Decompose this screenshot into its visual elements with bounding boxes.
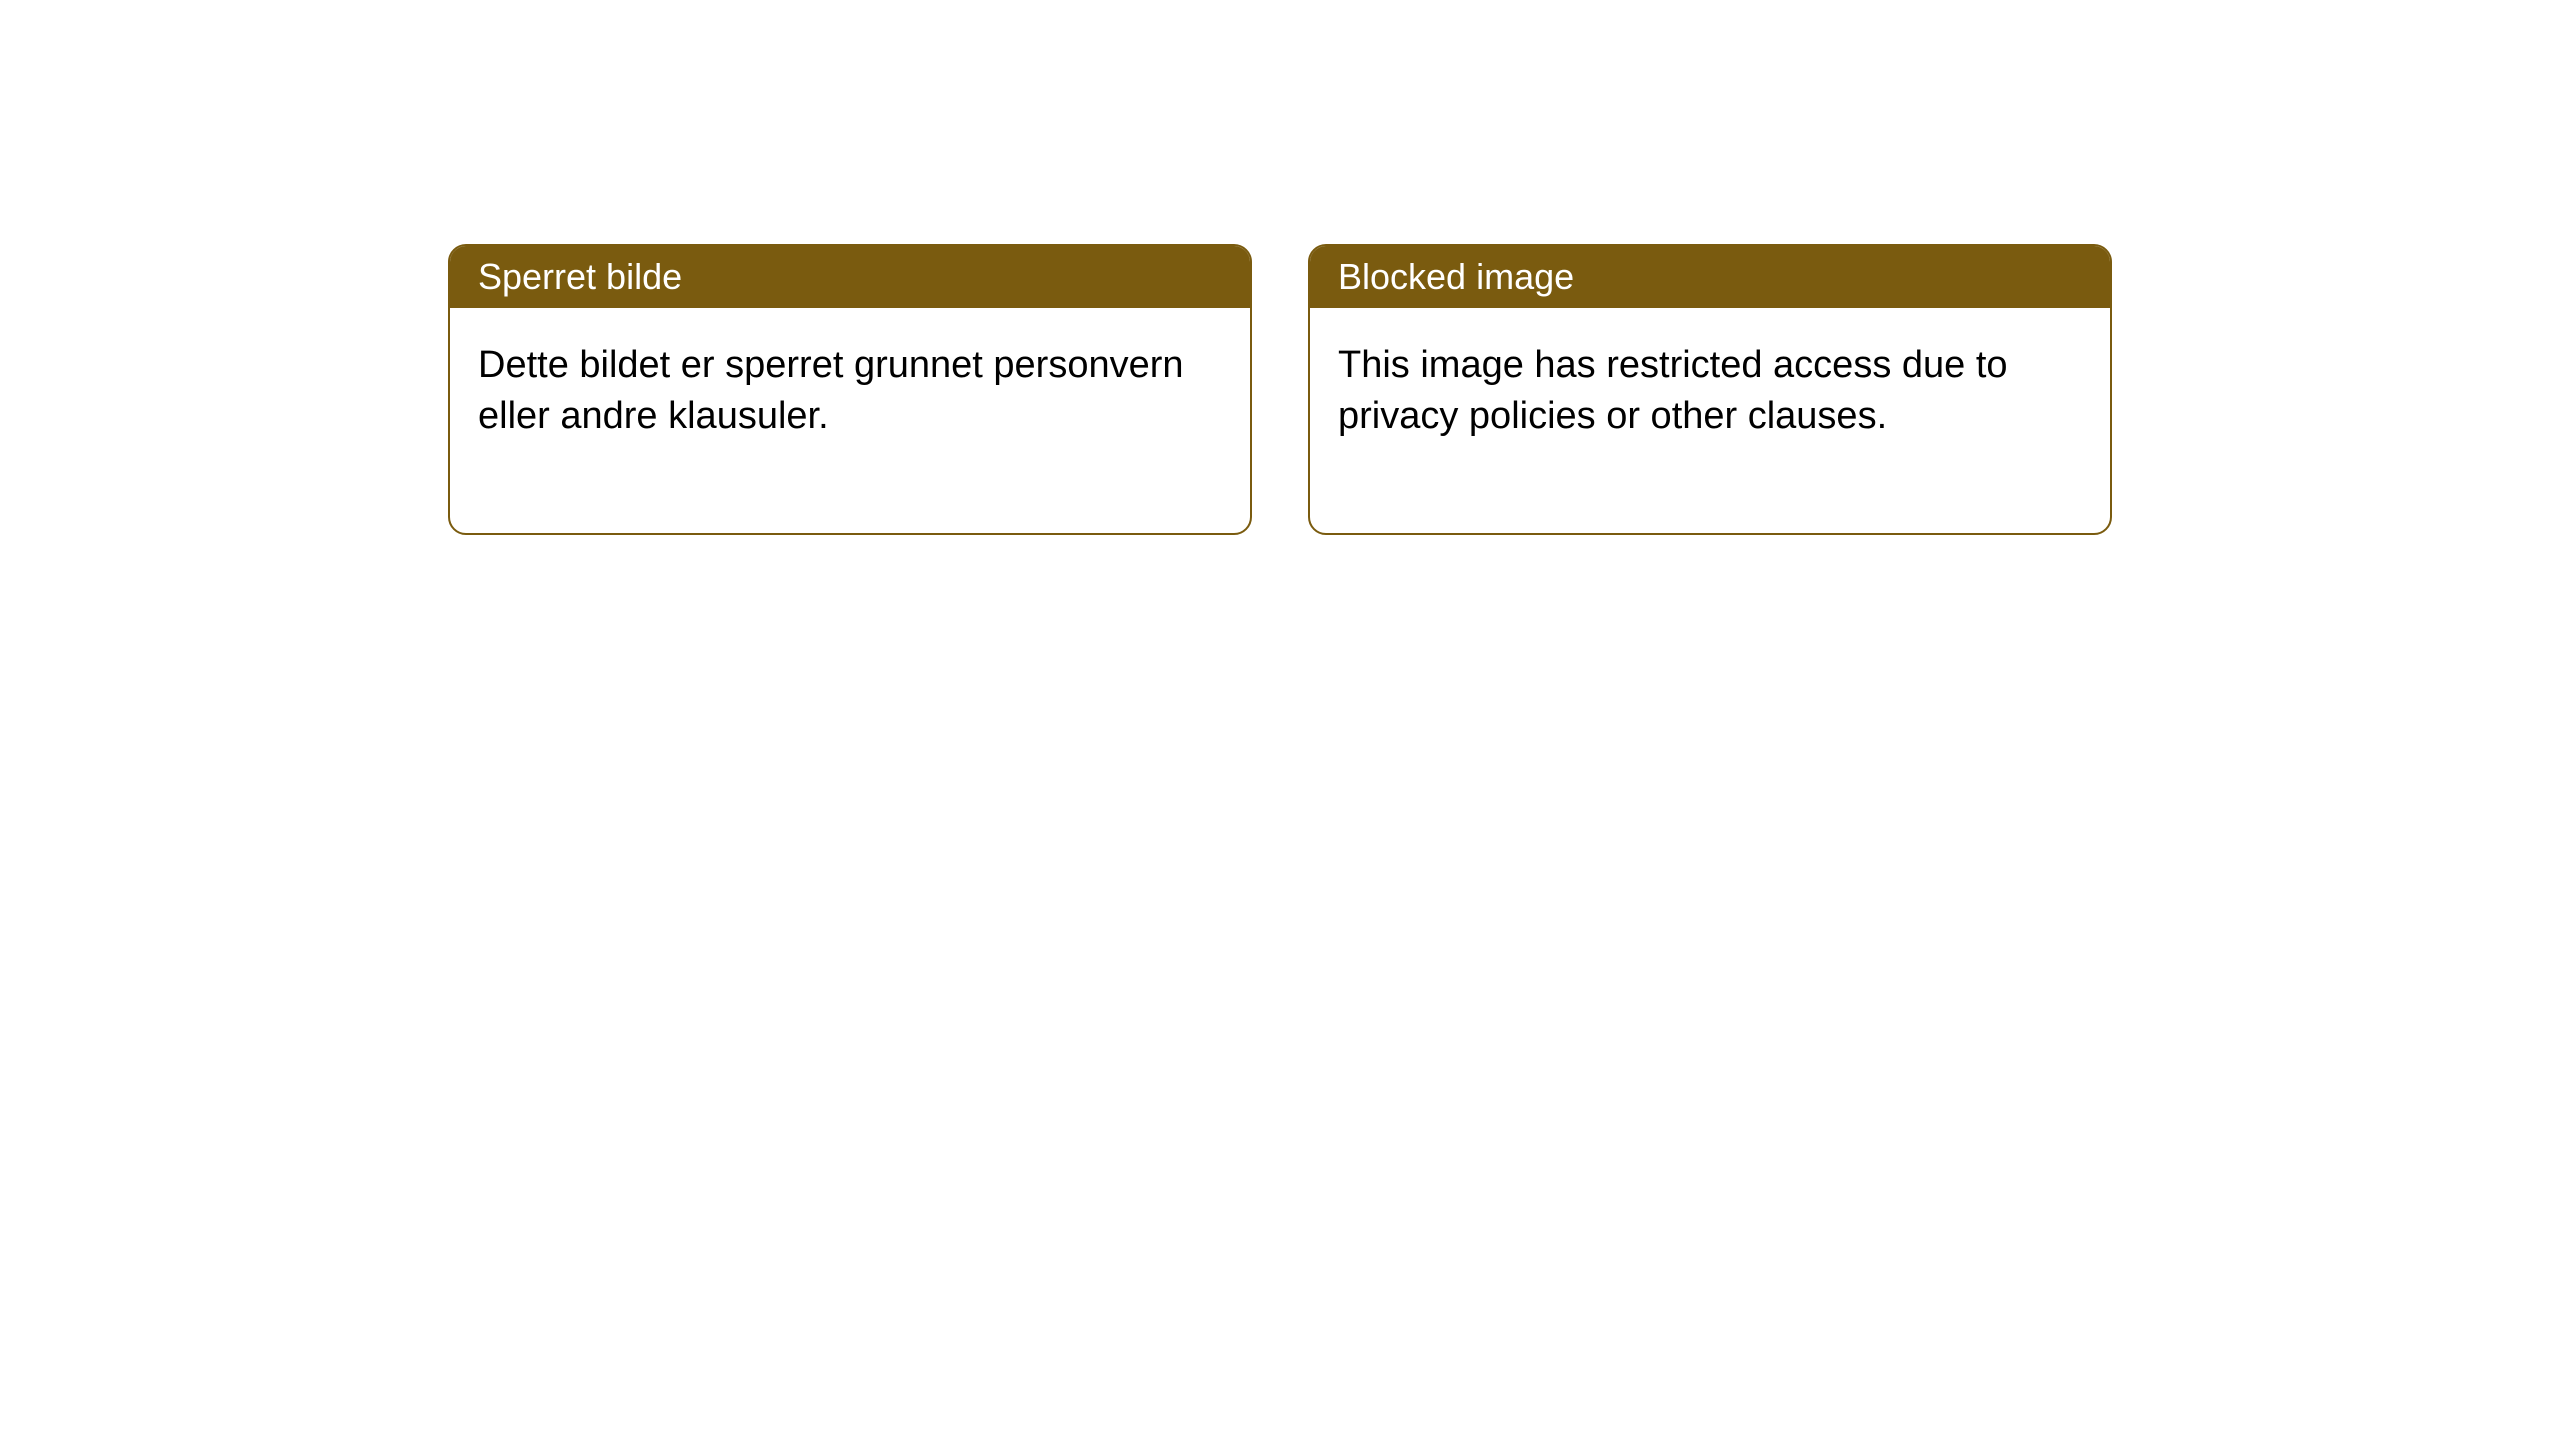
- notice-title-english: Blocked image: [1310, 246, 2110, 308]
- notice-card-norwegian: Sperret bilde Dette bildet er sperret gr…: [448, 244, 1252, 535]
- notice-card-english: Blocked image This image has restricted …: [1308, 244, 2112, 535]
- notice-body-norwegian: Dette bildet er sperret grunnet personve…: [450, 308, 1250, 533]
- notice-container: Sperret bilde Dette bildet er sperret gr…: [0, 0, 2560, 535]
- notice-body-english: This image has restricted access due to …: [1310, 308, 2110, 533]
- notice-title-norwegian: Sperret bilde: [450, 246, 1250, 308]
